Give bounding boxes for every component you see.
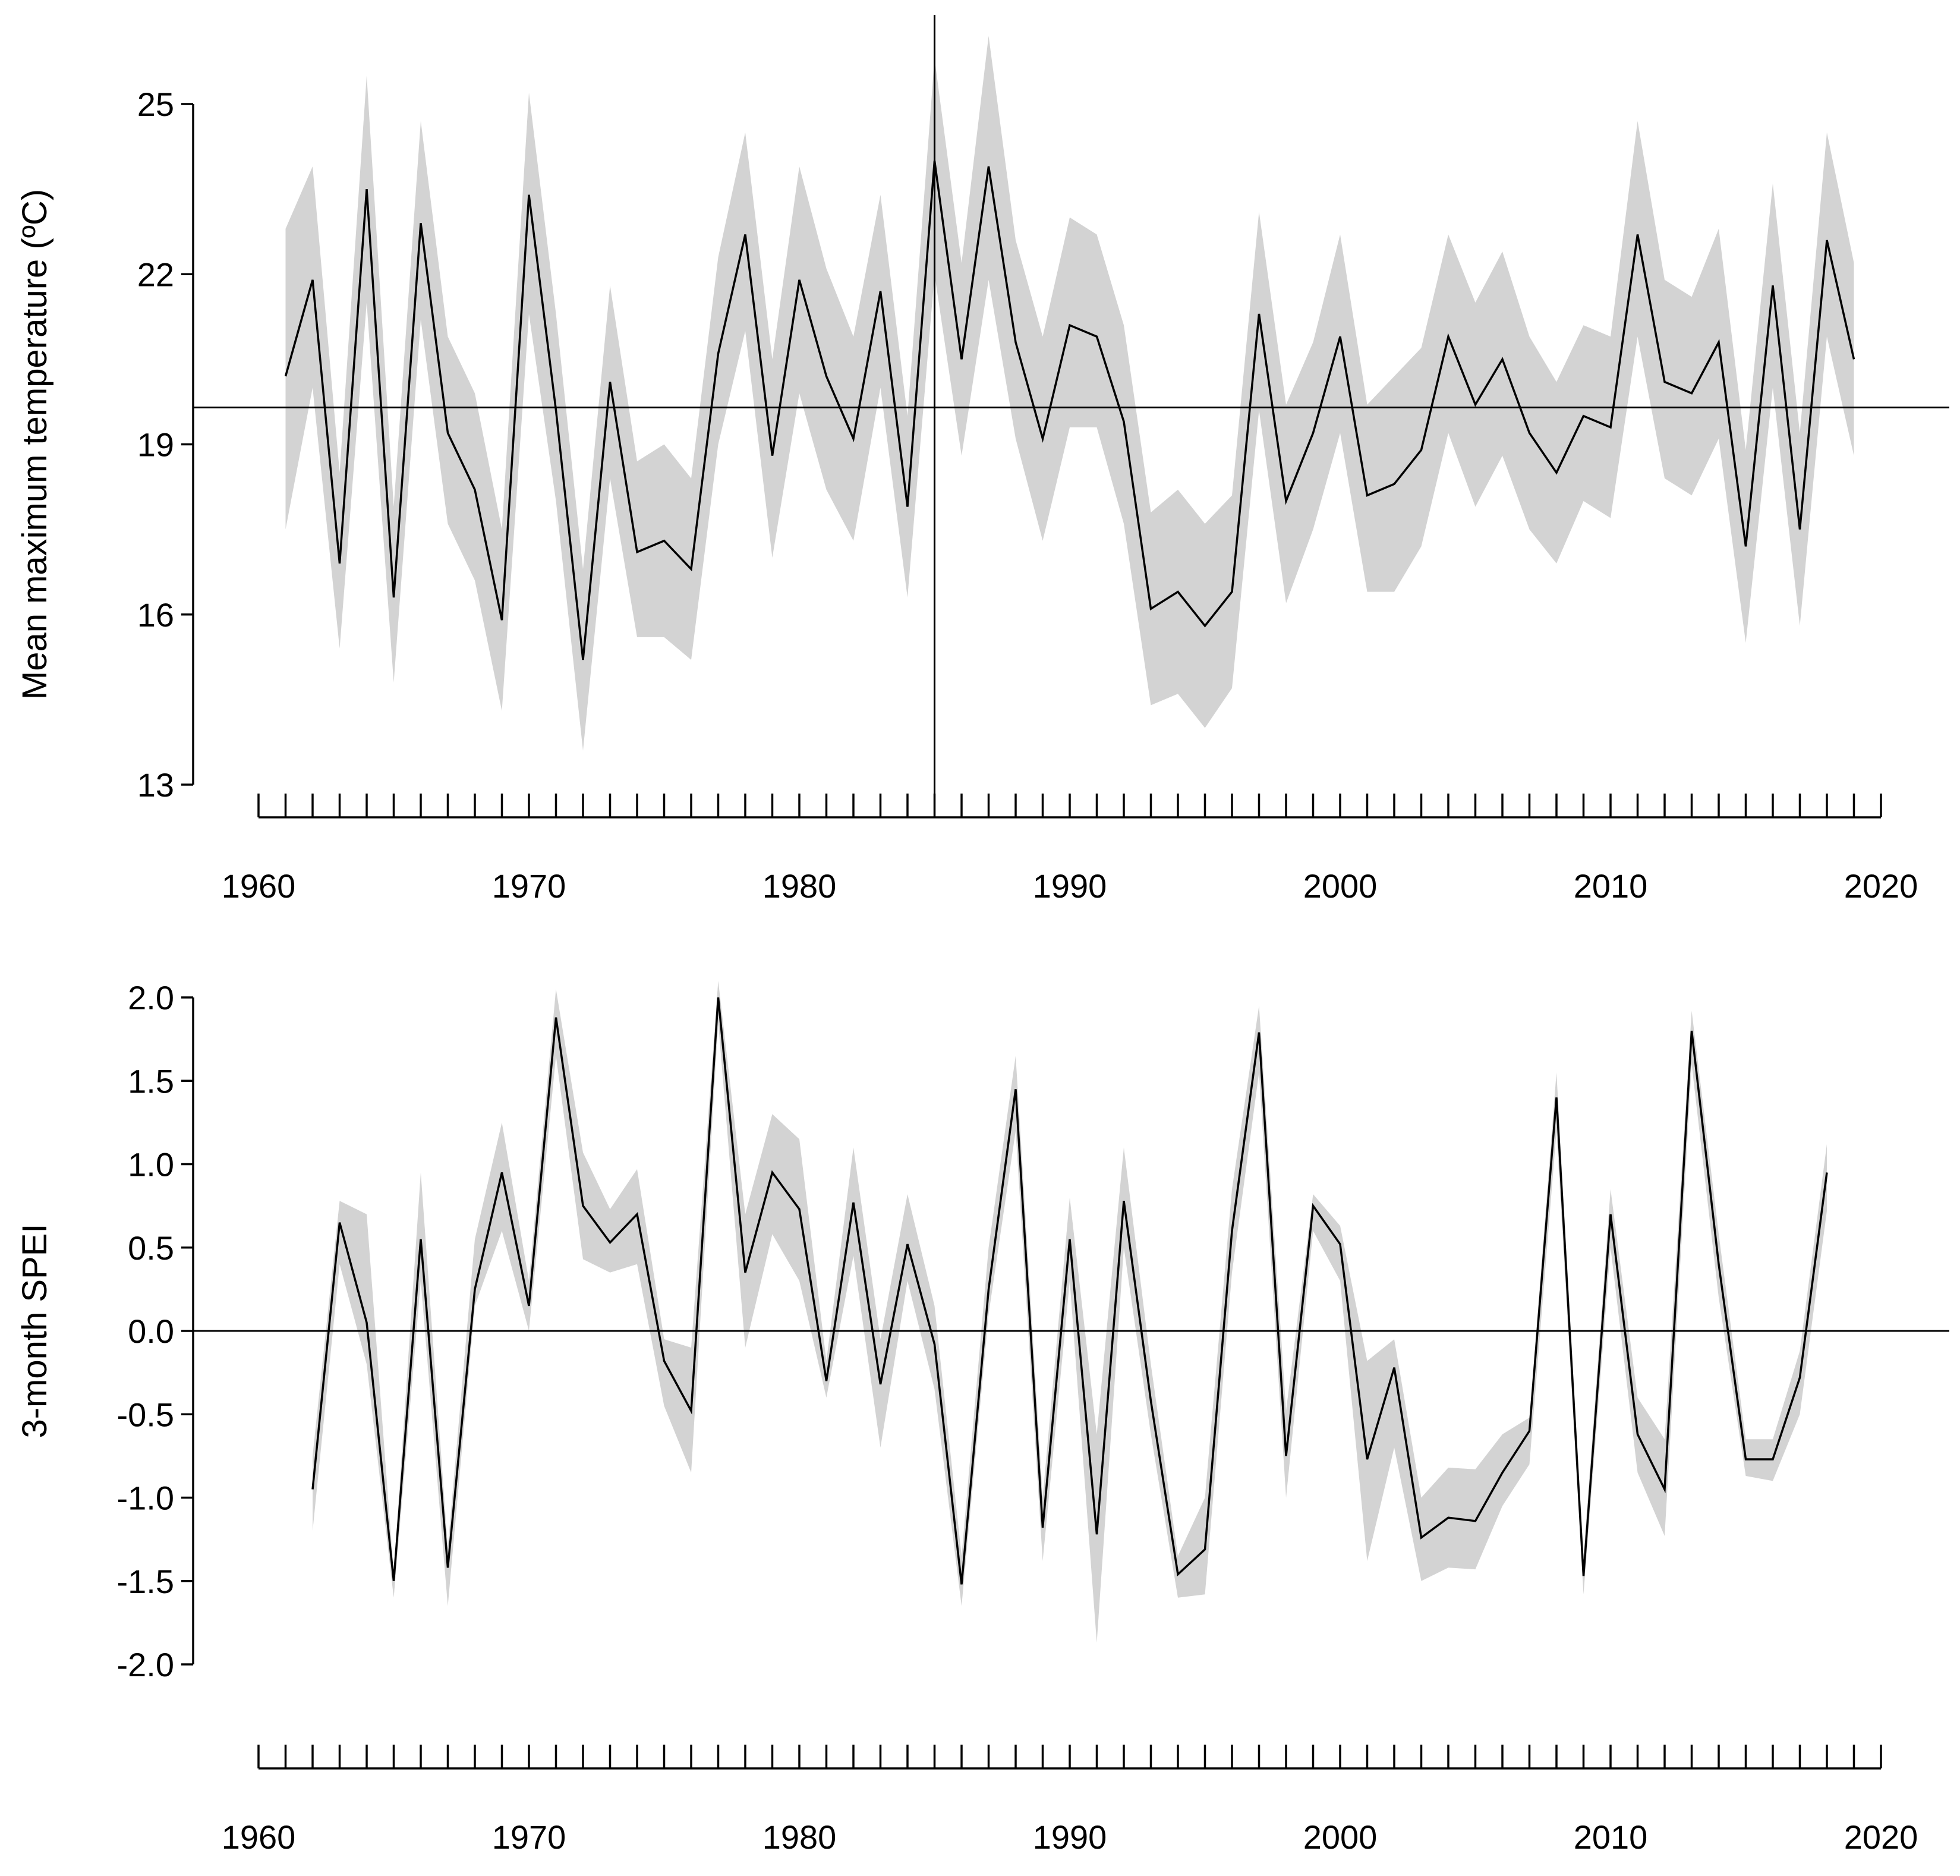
x-tick-label: 2020	[1844, 867, 1918, 905]
y-tick-label: 1.5	[128, 1062, 174, 1100]
confidence-band	[313, 981, 1827, 1643]
y-tick-label: 0.0	[128, 1312, 174, 1350]
x-tick-label: 1960	[222, 1818, 296, 1856]
x-tick-label: 1960	[222, 867, 296, 905]
x-tick-label: 2000	[1303, 1818, 1378, 1856]
x-tick-label: 2010	[1574, 867, 1648, 905]
mean-series-line	[284, 160, 1855, 660]
x-tick-label: 1970	[492, 867, 566, 905]
x-tick-label: 1970	[492, 1818, 566, 1856]
y-tick-label: -1.0	[117, 1480, 175, 1517]
y-tick-label: 0.5	[128, 1229, 174, 1267]
y-tick-label: 1.0	[128, 1146, 174, 1183]
confidence-band	[285, 36, 1854, 751]
y-axis-title: Mean maximum temperature (ºC)	[15, 189, 54, 700]
y-tick-label: -0.5	[117, 1396, 175, 1433]
y-tick-label: 2.0	[128, 979, 174, 1016]
y-tick-label: -2.0	[117, 1646, 175, 1683]
x-tick-label: 1990	[1033, 1818, 1107, 1856]
temperature-panel: 13 16 19 22 25 Mean maximum temperature (ºC) 1…	[15, 15, 1949, 905]
mean-series-line	[311, 997, 1828, 1585]
y-tick-label: -1.5	[117, 1563, 175, 1600]
x-tick-label: 1990	[1033, 867, 1107, 905]
x-tick-label: 2010	[1574, 1818, 1648, 1856]
y-axis-title: 3-month SPEI	[15, 1223, 54, 1438]
y-tick-label: 22	[137, 256, 174, 293]
x-tick-label: 1980	[762, 867, 837, 905]
spei-panel: -2.0 -1.5 -1.0 -0.5 0.0 0.5 1.0 1.5 2.0 3-month S…	[15, 979, 1949, 1856]
x-tick-label: 2000	[1303, 867, 1378, 905]
x-tick-label: 2020	[1844, 1818, 1918, 1856]
x-tick-label: 1980	[762, 1818, 837, 1856]
y-tick-label: 16	[137, 596, 174, 634]
y-tick-label: 13	[137, 766, 174, 804]
y-tick-label: 25	[137, 86, 174, 123]
y-tick-label: 19	[137, 426, 174, 464]
